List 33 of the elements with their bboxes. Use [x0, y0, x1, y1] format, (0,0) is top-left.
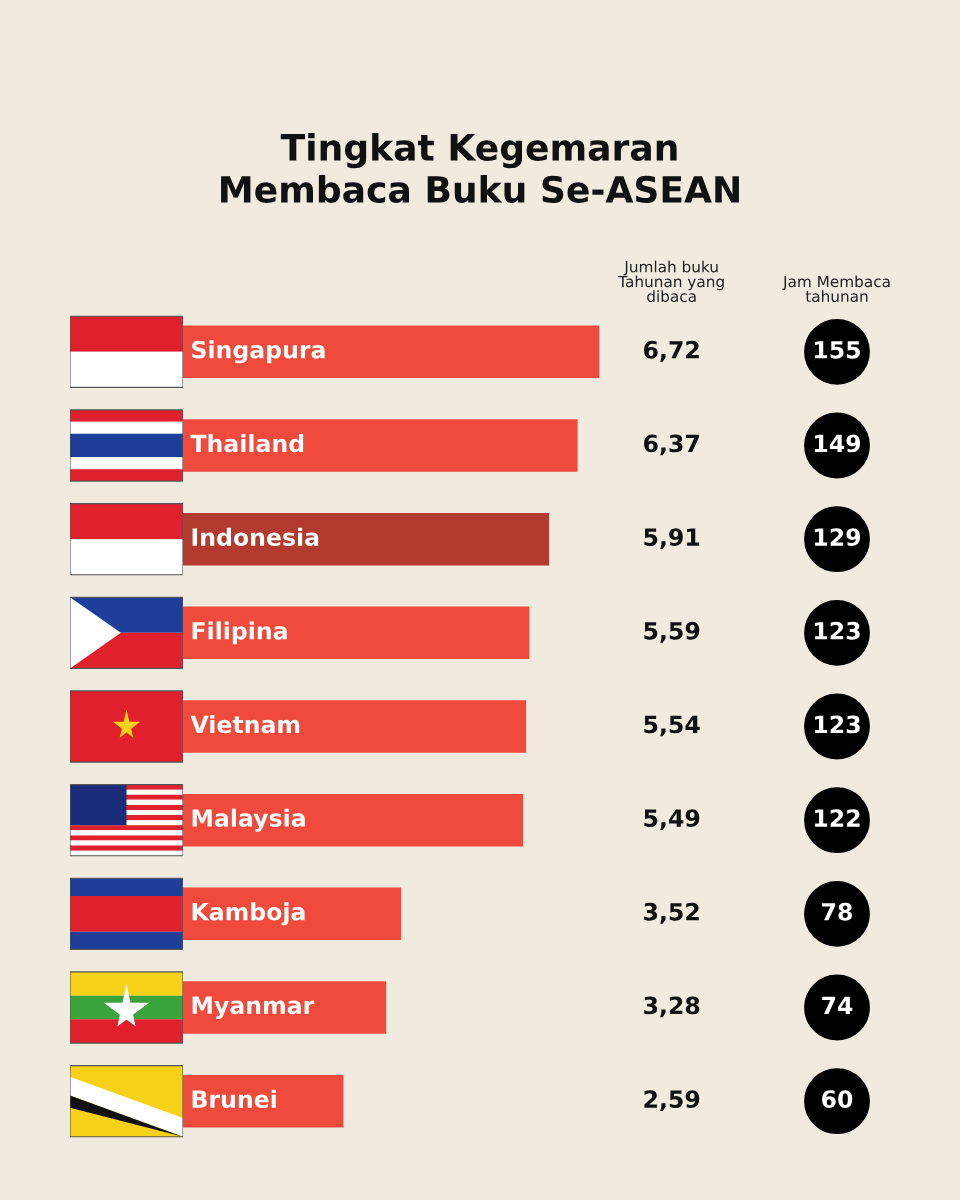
y-tick-label: Filipina: [192, 621, 287, 645]
data-label: 6,72: [644, 340, 699, 362]
y-tick-label: Vietnam: [190, 715, 300, 734]
bar: [183, 419, 578, 472]
data-label: 149: [815, 434, 861, 453]
data-label: 5,59: [644, 621, 700, 643]
data-label: 5,49: [644, 809, 700, 831]
bar: [183, 793, 524, 847]
data-label: 3,52: [644, 902, 699, 924]
y-tick-label: Brunei: [192, 1089, 276, 1109]
y-tick-label: Malaysia: [192, 808, 305, 832]
data-label: 155: [815, 341, 860, 359]
y-tick-label: Myanmar: [192, 996, 315, 1019]
text: Jam Membaca tahunan: [782, 275, 890, 303]
y-tick-label: Indonesia: [192, 527, 319, 547]
y-tick-label: Kamboja: [192, 902, 305, 926]
data-label: 5,54: [644, 715, 700, 737]
y-tick-label: Thailand: [190, 434, 304, 453]
data-label: 2,59: [644, 1090, 700, 1112]
text: Jumlah buku Tahunan yang dibaca: [618, 260, 724, 303]
data-label: 60: [822, 1090, 853, 1109]
data-label: 122: [815, 809, 860, 827]
data-label: 5,91: [644, 528, 700, 550]
data-label: 6,37: [644, 434, 699, 456]
data-label: 129: [815, 528, 861, 547]
chart-title: Tingkat Kegemaran Membaca Buku Se-ASEAN: [221, 133, 739, 204]
bar: [183, 981, 387, 1034]
y-tick-label: Singapura: [192, 340, 325, 364]
data-label: 123: [815, 621, 860, 640]
data-label: 123: [815, 715, 860, 734]
data-label: 74: [822, 996, 853, 1015]
data-label: 3,28: [644, 996, 700, 1018]
data-label: 78: [822, 902, 852, 921]
